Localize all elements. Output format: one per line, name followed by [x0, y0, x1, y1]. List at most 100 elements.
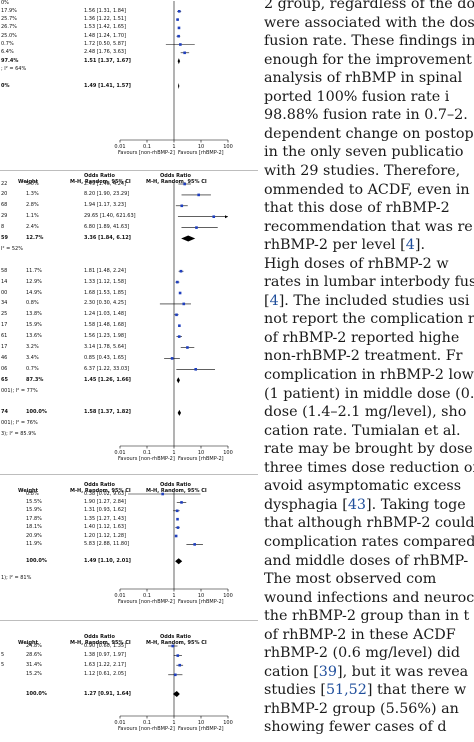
weight-value: 12.9%	[26, 278, 42, 285]
axis-tick-label: 1	[172, 593, 175, 599]
axis-tick-label: 0.01	[114, 720, 125, 726]
citation-link[interactable]: 4	[405, 237, 415, 254]
weight-value: 11.7%	[26, 267, 42, 274]
study-estimate	[174, 534, 178, 538]
study-estimate	[180, 51, 190, 55]
text-run: were associated with the dos	[264, 14, 474, 31]
forest-plot-panel-c: Weight Odds Ratio M-H, Random, 95% CI Odds …	[0, 474, 258, 620]
text-run: ]. The included studies usi	[278, 292, 470, 309]
axis-tick-label: 100	[223, 593, 233, 599]
weight-value: 87.3%	[26, 376, 44, 383]
study-estimate	[176, 335, 183, 338]
weight-value: 24.8%	[26, 642, 42, 649]
pooled-diamond	[178, 83, 180, 89]
column-header-weight: Weight	[18, 640, 38, 646]
study-label: 3); I² = 85.9%	[1, 431, 37, 438]
text-line: dose (1.4–2.1 mg/level), sho	[264, 402, 466, 423]
weight-value: 15.9%	[26, 322, 42, 329]
column-header-odds-ratio: Odds Ratio	[84, 482, 115, 488]
effect-marker	[177, 26, 181, 30]
odds-ratio-ci: 1.63 [1.22, 2.17]	[84, 661, 127, 668]
study-label: 0.7%	[1, 41, 14, 47]
text-run: ommended to ACDF, even in	[264, 181, 470, 198]
citation-link[interactable]: 4	[269, 292, 279, 309]
odds-ratio-ci: 2.49 [1.46, 4.24]	[84, 180, 127, 187]
study-label: 58	[1, 267, 8, 274]
odds-ratio-ci: 1.31 [0.93, 1.62]	[84, 507, 127, 514]
text-line: with 29 studies. Therefore,	[264, 161, 460, 182]
effect-marker	[176, 654, 180, 657]
text-line: cation [39], but it was revea	[264, 662, 468, 683]
odds-ratio-ci: 1.20 [1.12, 1.28]	[84, 532, 127, 539]
odds-ratio-ci: 6.37 [1.22, 33.03]	[84, 365, 130, 372]
text-run: showing fewer cases of d	[264, 719, 447, 736]
forest-plot-figure: 0.01 0.1 1 10 100 Favours [non-rhBMP-2] Favour…	[0, 0, 258, 742]
study-estimate	[177, 10, 182, 13]
citation-link[interactable]: 43	[347, 496, 367, 513]
text-line: the rhBMP-2 group than in t	[264, 606, 469, 627]
axis-tick-label: 0.1	[143, 450, 151, 456]
odds-ratio-ci: 8.20 [1.90, 23.29]	[84, 191, 130, 198]
study-estimate	[175, 280, 180, 284]
text-line: fusion rate. These findings in	[264, 31, 474, 52]
text-run: cation [	[264, 663, 319, 680]
study-label: 001); I² = 76%	[1, 420, 38, 427]
effect-marker	[174, 534, 178, 538]
text-run: dysphagia [	[264, 496, 348, 513]
text-run: analysis of rhBMP in spinal	[264, 70, 463, 87]
weight-value: 5.0%	[26, 180, 39, 187]
column-header-odds-ratio: Odds Ratio	[84, 173, 115, 179]
text-line: of rhBMP-2 reported highe	[264, 328, 459, 349]
effect-marker	[177, 10, 181, 13]
text-run: ].	[414, 237, 425, 254]
odds-ratio-ci: 1.51 [1.37, 1.67]	[84, 57, 131, 64]
text-line: non-rhBMP-2 treatment. Fr	[264, 346, 462, 367]
study-estimate	[178, 182, 191, 186]
axis-tick-label: 0.1	[143, 720, 151, 726]
axis-tick-label: 0.1	[143, 144, 151, 150]
study-estimate	[176, 501, 187, 504]
citation-link[interactable]: 39	[318, 663, 337, 680]
text-line: rhBMP-2 per level [4].	[264, 235, 425, 256]
study-estimate	[176, 663, 184, 667]
odds-ratio-ci: 0.85 [0.43, 1.65]	[84, 354, 127, 361]
effect-marker	[178, 663, 182, 667]
text-line: that although rhBMP-2 could	[264, 513, 474, 534]
effect-marker	[180, 204, 184, 208]
forest-plot-svg: 0.01 0.1 1 10 100 Favours [non-rhBMP-2] Favour…	[114, 1, 233, 156]
ci-arrow	[225, 215, 228, 219]
odds-ratio-ci: 3.14 [1.78, 5.64]	[84, 344, 127, 350]
weight-value: 20.9%	[26, 532, 42, 539]
text-run: fusion rate. These findings in	[264, 33, 474, 50]
text-line: High doses of rhBMP-2 w	[264, 254, 449, 275]
effect-marker	[176, 280, 179, 284]
odds-ratio-ci: 2.30 [0.30, 4.25]	[84, 300, 127, 307]
odds-ratio-ci: 3.36 [1.84, 6.12]	[84, 235, 131, 241]
citation-link[interactable]: 51,52	[325, 682, 367, 699]
pooled-diamond	[172, 691, 180, 697]
plot-header-odds-ratio: Odds Ratio	[160, 482, 191, 488]
text-line: complication in rhBMP-2 low	[264, 365, 474, 386]
pooled-diamond	[176, 377, 180, 384]
text-line: 2 group, regardless of the do	[264, 0, 474, 15]
plot-header-method: M-H, Random, 95% CI	[146, 640, 207, 646]
odds-ratio-ci: 1.49 [1.41, 1.57]	[84, 82, 131, 89]
text-run: 98.88% fusion rate in 0.7–2.	[264, 107, 468, 124]
pooled-diamond	[175, 558, 183, 565]
study-estimate	[178, 324, 181, 327]
effect-marker	[178, 291, 182, 295]
pooled-estimate	[177, 409, 182, 416]
pooled-estimate	[178, 83, 180, 89]
odds-ratio-ci: 1.40 [1.12, 1.63]	[84, 524, 127, 531]
text-run: ] that there w	[366, 682, 467, 699]
pooled-diamond	[181, 235, 196, 242]
odds-ratio-ci: 1.68 [1.53, 1.85]	[84, 289, 127, 296]
forest-plot-panel-d: Weight Odds Ratio M-H, Random, 95% CI Odds …	[0, 620, 258, 742]
weight-value: 11.9%	[26, 540, 42, 547]
pooled-diamond	[177, 409, 182, 416]
study-estimate	[181, 193, 211, 197]
weight-value: 15.5%	[26, 498, 42, 505]
text-run: three times dose reduction of	[264, 459, 474, 476]
study-label: 74	[1, 409, 8, 416]
text-run: dependent change on postop	[264, 125, 474, 142]
